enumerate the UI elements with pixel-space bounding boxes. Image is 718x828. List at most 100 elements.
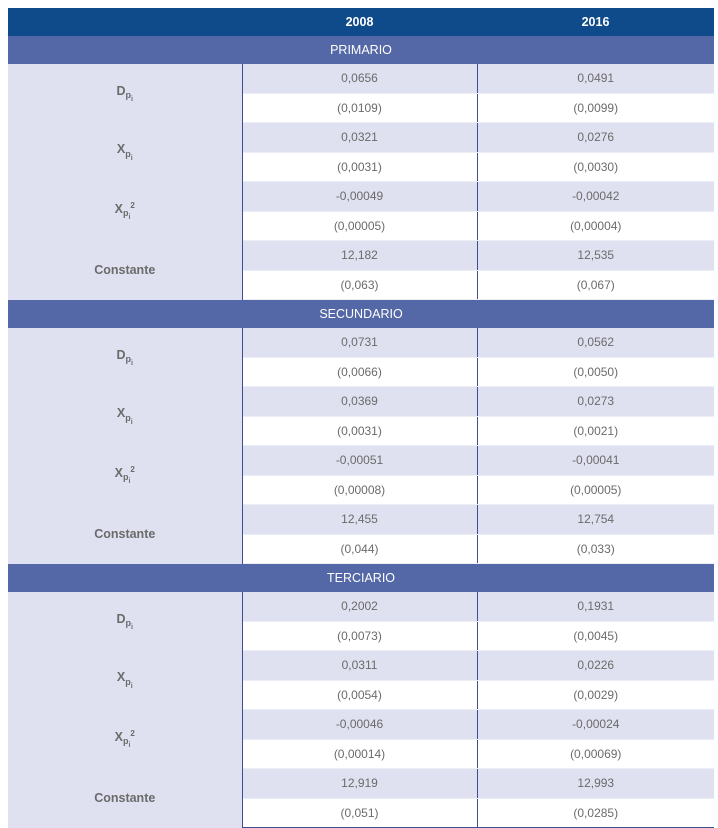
se-2016: (0,0285) <box>477 798 714 828</box>
se-2008: (0,00008) <box>242 475 478 505</box>
variable-superscript: 2 <box>130 464 135 474</box>
variable-name: Constante <box>94 791 156 805</box>
coef-2008: 0,0731 <box>242 328 478 358</box>
variable-name: Constante <box>94 527 156 541</box>
coef-2008: 12,182 <box>242 240 478 271</box>
std-error-row: (0,0031) (0,0030) <box>8 152 714 182</box>
coefficient-row: Xpi 2 -0,00049 -0,00042 <box>8 181 714 241</box>
coefficient-row: Constante 12,455 12,754 <box>8 504 714 564</box>
std-error-row: (0,0066) (0,0050) <box>8 357 714 387</box>
se-2016: (0,067) <box>477 270 714 300</box>
coefficient-row: Xpi 0,0321 0,0276 <box>8 122 714 182</box>
std-error-row: (0,0073) (0,0045) <box>8 621 714 651</box>
se-2008: (0,00005) <box>242 211 478 241</box>
variable-name: X <box>116 670 126 685</box>
std-error-row: (0,0054) (0,0029) <box>8 680 714 710</box>
se-2016: (0,00004) <box>477 211 714 241</box>
coefficient-row: Xpi 2 -0,00046 -0,00024 <box>8 709 714 769</box>
se-2008: (0,0073) <box>242 621 478 651</box>
variable-name: D <box>116 347 126 362</box>
variable-subscript: p <box>125 412 131 423</box>
section-row: TERCIARIO <box>8 563 714 592</box>
coef-2008: 0,0656 <box>242 64 478 94</box>
coefficient-row: Xpi 0,0311 0,0226 <box>8 650 714 710</box>
section-title: SECUNDARIO <box>8 299 714 328</box>
variable-subscript: p <box>122 736 129 747</box>
coef-2016: -0,00041 <box>477 445 714 476</box>
variable-label: Xpi 2 <box>8 709 243 769</box>
variable-superscript: 2 <box>130 728 135 738</box>
variable-subscript: p <box>125 618 132 629</box>
coefficient-row: Constante 12,182 12,535 <box>8 240 714 300</box>
coef-2016: 0,0491 <box>477 64 714 94</box>
coefficient-row: Xpi 0,0369 0,0273 <box>8 386 714 446</box>
variable-name: X <box>116 142 126 157</box>
variable-index: i <box>130 418 133 426</box>
std-error-row: (0,00008) (0,00005) <box>8 475 714 505</box>
coef-2016: 0,1931 <box>477 592 714 622</box>
coef-2008: -0,00051 <box>242 445 478 476</box>
variable-name: X <box>114 201 123 216</box>
se-2016: (0,00069) <box>477 739 714 769</box>
variable-index: i <box>131 95 133 103</box>
se-2016: (0,0029) <box>477 680 714 710</box>
variable-name: Constante <box>94 263 156 277</box>
se-2008: (0,00014) <box>242 739 478 769</box>
se-2008: (0,0109) <box>242 93 478 123</box>
header-2008: 2008 <box>242 8 477 36</box>
variable-index: i <box>128 214 131 222</box>
variable-label: Constante <box>8 768 243 828</box>
variable-index: i <box>131 623 133 631</box>
coef-2016: 0,0276 <box>477 122 714 153</box>
header-blank <box>8 8 242 36</box>
se-2008: (0,0066) <box>242 357 478 387</box>
section-row: SECUNDARIO <box>8 299 714 328</box>
coef-2008: -0,00049 <box>242 181 478 212</box>
coef-2008: 0,0311 <box>242 650 478 681</box>
se-2008: (0,063) <box>242 270 478 300</box>
std-error-row: (0,0109) (0,0099) <box>8 93 714 123</box>
header-2016: 2016 <box>477 8 714 36</box>
variable-label: Constante <box>8 504 243 564</box>
section-title: PRIMARIO <box>8 36 714 64</box>
variable-subscript: p <box>122 208 129 219</box>
coefficient-row: Dpi 0,2002 0,1931 <box>8 592 714 651</box>
se-2008: (0,051) <box>242 798 478 828</box>
variable-name: X <box>114 729 123 744</box>
variable-subscript: p <box>125 354 132 365</box>
variable-subscript: p <box>125 676 131 687</box>
std-error-row: (0,0031) (0,0021) <box>8 416 714 446</box>
se-2008: (0,0054) <box>242 680 478 710</box>
variable-index: i <box>128 742 131 750</box>
variable-name: X <box>116 406 126 421</box>
variable-subscript: p <box>122 472 129 483</box>
variable-superscript: 2 <box>130 200 135 210</box>
coef-2016: 12,993 <box>477 768 714 799</box>
variable-index: i <box>131 359 133 367</box>
variable-index: i <box>130 154 133 162</box>
variable-index: i <box>128 478 131 486</box>
coefficient-row: Dpi 0,0731 0,0562 <box>8 328 714 387</box>
se-2016: (0,0021) <box>477 416 714 446</box>
variable-name: D <box>116 611 126 626</box>
coef-2008: 12,919 <box>242 768 478 799</box>
se-2008: (0,0031) <box>242 152 478 182</box>
coef-2016: 0,0273 <box>477 386 714 417</box>
se-2008: (0,044) <box>242 534 478 564</box>
std-error-row: (0,044) (0,033) <box>8 534 714 564</box>
coefficient-row: Constante 12,919 12,993 <box>8 768 714 828</box>
section-row: PRIMARIO <box>8 36 714 64</box>
se-2016: (0,0030) <box>477 152 714 182</box>
regression-table: 2008 2016 PRIMARIO Dpi 0,0656 0,0491 (0,01… <box>8 8 714 828</box>
std-error-row: (0,063) (0,067) <box>8 270 714 300</box>
se-2008: (0,0031) <box>242 416 478 446</box>
coef-2016: -0,00024 <box>477 709 714 740</box>
coefficient-row: Xpi 2 -0,00051 -0,00041 <box>8 445 714 505</box>
section-title: TERCIARIO <box>8 563 714 592</box>
coef-2008: 0,0321 <box>242 122 478 153</box>
coefficient-row: Dpi 0,0656 0,0491 <box>8 64 714 123</box>
variable-label: Xpi 2 <box>8 181 243 241</box>
variable-subscript: p <box>125 90 132 101</box>
se-2016: (0,0099) <box>477 93 714 123</box>
variable-name: X <box>114 465 123 480</box>
